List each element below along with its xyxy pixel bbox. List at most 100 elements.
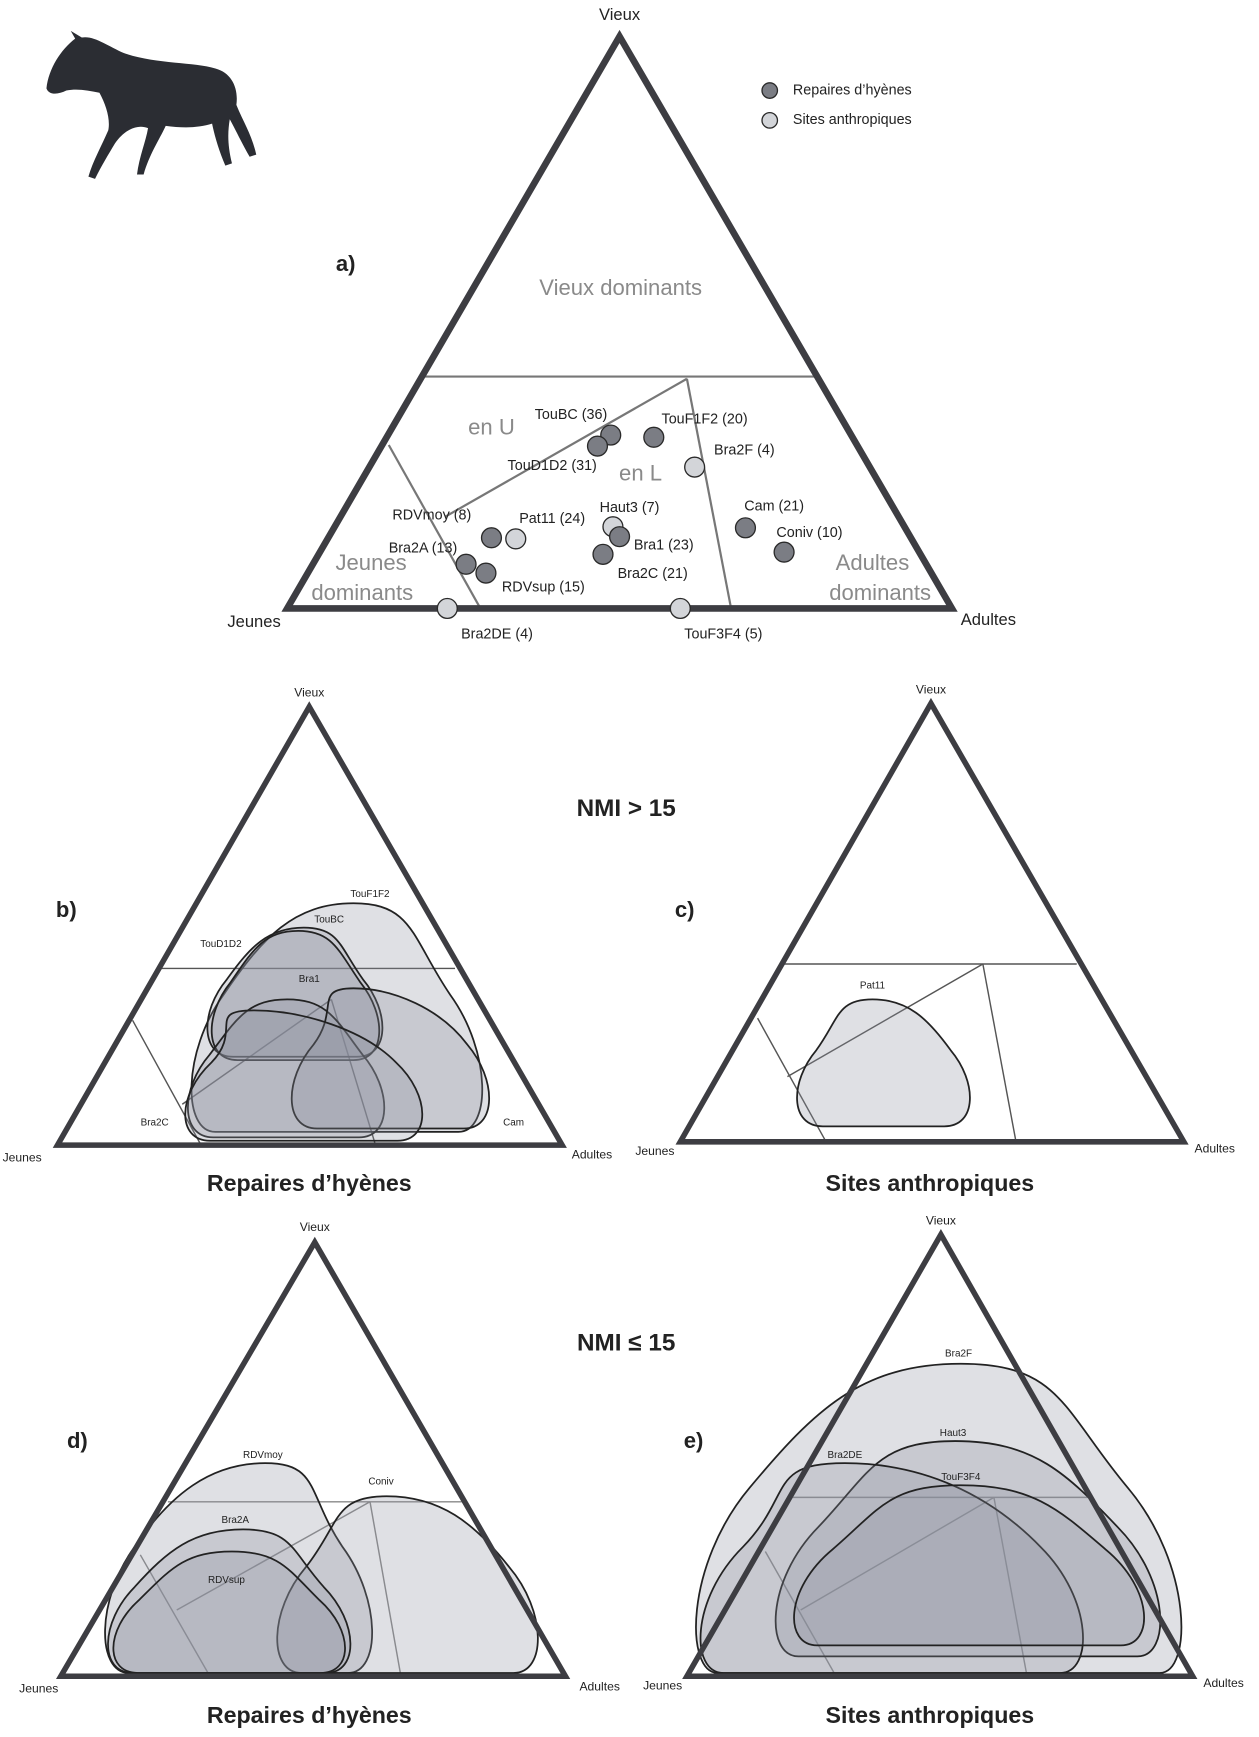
density-contour <box>112 1550 346 1674</box>
region-label: en L <box>619 461 662 486</box>
site-point <box>684 456 706 478</box>
vertex-label: Adultes <box>1195 1142 1235 1156</box>
site-point <box>592 543 614 565</box>
density-contour <box>206 926 384 1058</box>
point-label: Bra2DE (4) <box>461 627 533 643</box>
horse-icon <box>46 30 257 179</box>
panel-letter: a) <box>336 251 356 276</box>
divider <box>756 1017 827 1143</box>
site-point <box>480 527 503 549</box>
vertex-label: Adultes <box>1203 1676 1243 1690</box>
region-label: dominants <box>311 580 413 605</box>
triangle <box>682 1229 1198 1680</box>
density-contour <box>290 987 491 1130</box>
site-point <box>455 553 477 575</box>
contour-label: RDVmoy <box>243 1450 283 1461</box>
triangle <box>281 29 958 612</box>
point-label: Bra2F (4) <box>714 442 775 458</box>
point-label: Coniv (10) <box>776 525 842 541</box>
vertex-label: Vieux <box>926 1214 956 1228</box>
density-contour <box>210 930 381 1061</box>
point-label: TouBC (36) <box>535 407 608 423</box>
vertex-label: Jeunes <box>635 1144 674 1158</box>
contour-label: Bra2F <box>945 1348 972 1359</box>
vertex-label: Jeunes <box>227 612 280 631</box>
point-label: Pat11 (24) <box>519 511 585 527</box>
divider <box>176 1501 371 1611</box>
divider <box>982 963 1017 1142</box>
vertex-label: Jeunes <box>19 1682 58 1696</box>
site-point <box>734 517 757 539</box>
density-contour <box>796 998 971 1128</box>
legend-marker <box>761 82 779 99</box>
caption: Repaires d’hyènes <box>207 1170 412 1196</box>
contour-label: Haut3 <box>940 1428 967 1439</box>
legend-label: Sites anthropiques <box>793 112 912 128</box>
contour-label: Bra2DE <box>827 1450 862 1461</box>
triangle <box>52 701 567 1148</box>
site-point <box>643 426 665 448</box>
caption: Sites anthropiques <box>826 1170 1035 1196</box>
panel-letter: c) <box>675 897 695 922</box>
region-label: Jeunes <box>336 550 407 575</box>
site-point <box>669 597 691 620</box>
point-label: Bra1 (23) <box>634 537 694 553</box>
point-label: Cam (21) <box>744 499 804 515</box>
point-label: TouF1F2 (20) <box>662 411 748 427</box>
legend-marker <box>761 111 779 129</box>
region-label: Adultes <box>836 550 910 575</box>
site-point <box>436 597 458 620</box>
contour-label: Pat11 <box>860 981 886 992</box>
caption: Repaires d’hyènes <box>207 1702 412 1728</box>
contour-label: TouD1D2 <box>200 939 242 950</box>
vertex-label: Vieux <box>294 686 324 700</box>
divider <box>800 1496 995 1611</box>
divider <box>387 444 482 609</box>
divider <box>764 1551 837 1677</box>
density-contour <box>774 1440 1162 1658</box>
point-label: TouD1D2 (31) <box>508 458 597 474</box>
caption: Sites anthropiques <box>826 1702 1035 1728</box>
contour-label: TouBC <box>314 914 344 925</box>
density-contour <box>699 1462 1084 1674</box>
contour-label: Bra1 <box>299 974 320 985</box>
divider <box>685 378 733 609</box>
density-contour <box>184 1009 424 1142</box>
contour-label: Bra2C <box>141 1118 169 1129</box>
triangle <box>675 697 1189 1145</box>
point-label: Haut3 (7) <box>600 500 660 516</box>
contour-label: Coniv <box>368 1477 393 1488</box>
site-point <box>475 562 497 584</box>
contour-label: TouF1F2 <box>350 889 390 900</box>
divider <box>787 963 984 1078</box>
site-point <box>505 528 527 550</box>
divider <box>369 1501 402 1677</box>
point-label: RDVmoy (8) <box>392 507 471 523</box>
panel-letter: b) <box>56 897 77 922</box>
region-label: en U <box>468 414 515 439</box>
site-point <box>586 435 609 457</box>
region-label: dominants <box>829 580 931 605</box>
vertex-label: Jeunes <box>643 1678 682 1692</box>
vertex-label: Adultes <box>579 1680 619 1694</box>
contour-label: RDVsup <box>208 1575 245 1586</box>
point-label: Bra2C (21) <box>618 566 688 582</box>
vertex-label: Adultes <box>961 610 1016 629</box>
vertex-label: Vieux <box>599 5 641 24</box>
point-label: TouF3F4 (5) <box>684 627 762 643</box>
triangle <box>55 1236 571 1680</box>
heading: NMI > 15 <box>577 795 676 822</box>
divider <box>131 1019 202 1146</box>
site-point <box>608 526 631 548</box>
vertex-label: Adultes <box>572 1147 612 1161</box>
contour-label: TouF3F4 <box>941 1472 981 1483</box>
vertex-label: Vieux <box>916 682 946 696</box>
divider <box>139 1554 211 1677</box>
contour-label: Bra2A <box>221 1515 249 1526</box>
site-point <box>773 541 795 563</box>
panel-letter: e) <box>684 1428 704 1453</box>
divider <box>444 377 688 518</box>
point-label: RDVsup (15) <box>502 579 585 595</box>
panel-letter: d) <box>67 1428 88 1453</box>
